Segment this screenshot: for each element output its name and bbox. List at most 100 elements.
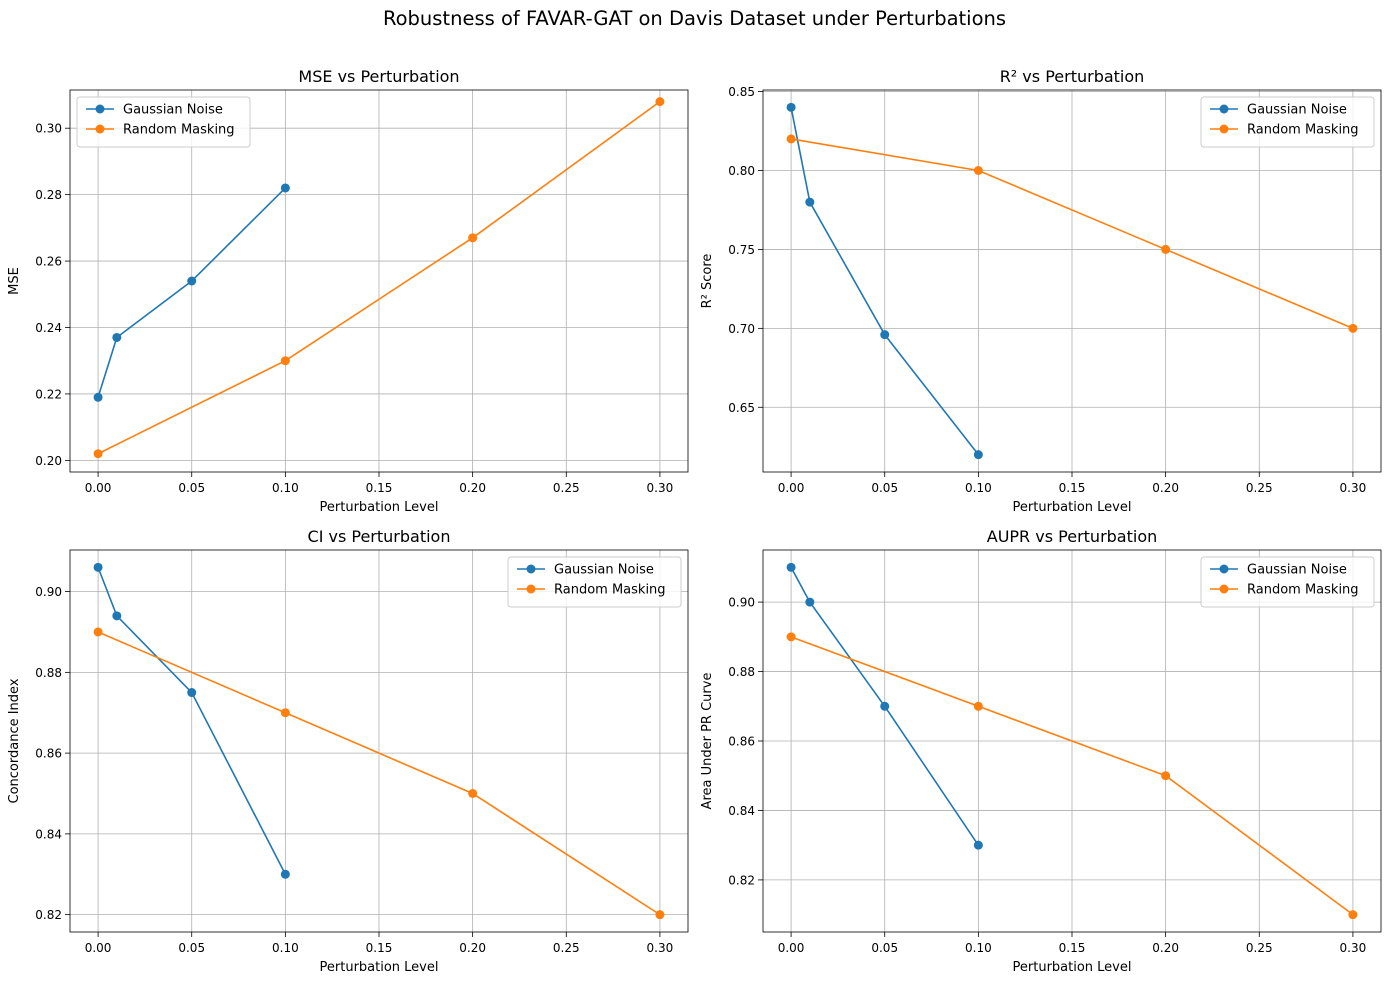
plot-frame bbox=[69, 549, 689, 933]
legend-entry-random-masking: Random Masking bbox=[86, 123, 235, 138]
y-tick-label: 0.84 bbox=[728, 804, 755, 818]
data-point bbox=[280, 708, 290, 718]
legend-entry-random-masking: Random Masking bbox=[517, 583, 666, 598]
data-point bbox=[112, 611, 122, 621]
y-tick-label: 0.90 bbox=[728, 596, 755, 610]
x-tick-label: 0.10 bbox=[965, 941, 992, 955]
data-point bbox=[468, 788, 478, 798]
data-point bbox=[655, 910, 665, 920]
y-axis-label: MSE bbox=[7, 267, 22, 295]
legend-swatch-marker bbox=[1219, 124, 1229, 134]
legend-box bbox=[507, 556, 682, 608]
legend-swatch-marker bbox=[95, 104, 105, 114]
series-line bbox=[790, 566, 980, 846]
series-gaussian-noise bbox=[93, 562, 290, 879]
x-tick-label: 0.05 bbox=[178, 941, 205, 955]
x-tick-label: 0.00 bbox=[85, 941, 112, 955]
x-tick-label: 0.10 bbox=[272, 481, 299, 495]
series-random-masking bbox=[93, 627, 665, 920]
data-point bbox=[805, 197, 815, 207]
data-point bbox=[1161, 244, 1171, 254]
legend: Gaussian Noise Random Masking bbox=[76, 96, 251, 148]
data-point bbox=[93, 627, 103, 637]
y-tick-label: 0.82 bbox=[728, 873, 755, 887]
legend-box bbox=[1200, 556, 1375, 608]
data-point bbox=[187, 688, 197, 698]
chart-title: R² vs Perturbation bbox=[1000, 67, 1145, 86]
x-axis-label: Perturbation Level bbox=[1013, 500, 1132, 515]
y-axis-label: Area Under PR Curve bbox=[700, 673, 715, 810]
y-tick-label: 0.85 bbox=[728, 85, 755, 99]
y-tick-label: 0.20 bbox=[35, 454, 62, 468]
data-point bbox=[786, 632, 796, 642]
x-tick-label: 0.30 bbox=[1340, 941, 1367, 955]
y-tick-label: 0.75 bbox=[728, 243, 755, 257]
x-tick-label: 0.30 bbox=[1340, 481, 1367, 495]
data-point bbox=[468, 233, 478, 243]
series-line bbox=[97, 187, 286, 398]
x-tick-label: 0.15 bbox=[1059, 941, 1086, 955]
data-point bbox=[187, 276, 197, 286]
y-tick-label: 0.84 bbox=[35, 827, 62, 841]
legend-entry-gaussian-noise: Gaussian Noise bbox=[1210, 563, 1347, 578]
x-tick-label: 0.10 bbox=[965, 481, 992, 495]
y-tick-label: 0.80 bbox=[728, 164, 755, 178]
chart-title: AUPR vs Perturbation bbox=[987, 527, 1158, 546]
y-tick-label: 0.82 bbox=[35, 908, 62, 922]
data-point bbox=[1161, 771, 1171, 781]
legend-label: Random Masking bbox=[554, 583, 666, 598]
legend-label: Gaussian Noise bbox=[1247, 103, 1347, 118]
data-point bbox=[880, 330, 890, 340]
x-tick-label: 0.25 bbox=[1246, 481, 1273, 495]
y-tick-label: 0.24 bbox=[35, 321, 62, 335]
y-tick-label: 0.86 bbox=[35, 747, 62, 761]
legend-entry-gaussian-noise: Gaussian Noise bbox=[517, 563, 654, 578]
series-line bbox=[97, 631, 661, 916]
x-tick-label: 0.05 bbox=[178, 481, 205, 495]
legend-swatch-marker bbox=[526, 584, 536, 594]
data-point bbox=[973, 450, 983, 460]
data-point bbox=[280, 869, 290, 879]
x-tick-label: 0.15 bbox=[366, 941, 393, 955]
data-point bbox=[786, 134, 796, 144]
y-tick-label: 0.26 bbox=[35, 255, 62, 269]
data-point bbox=[786, 102, 796, 112]
y-tick-label: 0.30 bbox=[35, 122, 62, 136]
data-point bbox=[93, 562, 103, 572]
y-tick-label: 0.88 bbox=[728, 665, 755, 679]
x-tick-label: 0.30 bbox=[647, 941, 674, 955]
legend-swatch-marker bbox=[1219, 564, 1229, 574]
data-point bbox=[973, 701, 983, 711]
data-point bbox=[1348, 910, 1358, 920]
legend-entry-gaussian-noise: Gaussian Noise bbox=[1210, 103, 1347, 118]
y-tick-label: 0.86 bbox=[728, 735, 755, 749]
legend-swatch-marker bbox=[95, 124, 105, 134]
x-axis-label: Perturbation Level bbox=[1013, 960, 1132, 975]
legend-swatch-marker bbox=[1219, 584, 1229, 594]
data-point bbox=[93, 449, 103, 459]
legend-box bbox=[1200, 96, 1375, 148]
series-line bbox=[790, 636, 1354, 916]
legend-label: Random Masking bbox=[123, 123, 235, 138]
legend-label: Random Masking bbox=[1247, 583, 1359, 598]
data-point bbox=[805, 597, 815, 607]
x-tick-label: 0.25 bbox=[553, 481, 580, 495]
data-point bbox=[112, 332, 122, 342]
series-line bbox=[97, 567, 287, 875]
data-point bbox=[786, 562, 796, 572]
y-tick-label: 0.90 bbox=[35, 585, 62, 599]
x-tick-label: 0.20 bbox=[1152, 941, 1179, 955]
chart-panel-ci-vs-perturbation: 0.00 0.05 0.10 0.15 0.20 0.25 0.30 0.82 0.84 0.86… bbox=[7, 527, 689, 975]
data-point bbox=[973, 840, 983, 850]
chart-panel-r-vs-perturbation: 0.00 0.05 0.10 0.15 0.20 0.25 0.30 0.65 0.70 0.75… bbox=[700, 67, 1382, 515]
legend-entry-random-masking: Random Masking bbox=[1210, 583, 1359, 598]
x-axis-label: Perturbation Level bbox=[320, 960, 439, 975]
x-tick-label: 0.20 bbox=[1152, 481, 1179, 495]
y-tick-label: 0.65 bbox=[728, 401, 755, 415]
data-point bbox=[973, 166, 983, 176]
series-gaussian-noise bbox=[786, 562, 983, 850]
y-tick-label: 0.28 bbox=[35, 188, 62, 202]
data-point bbox=[880, 701, 890, 711]
y-tick-label: 0.70 bbox=[728, 322, 755, 336]
